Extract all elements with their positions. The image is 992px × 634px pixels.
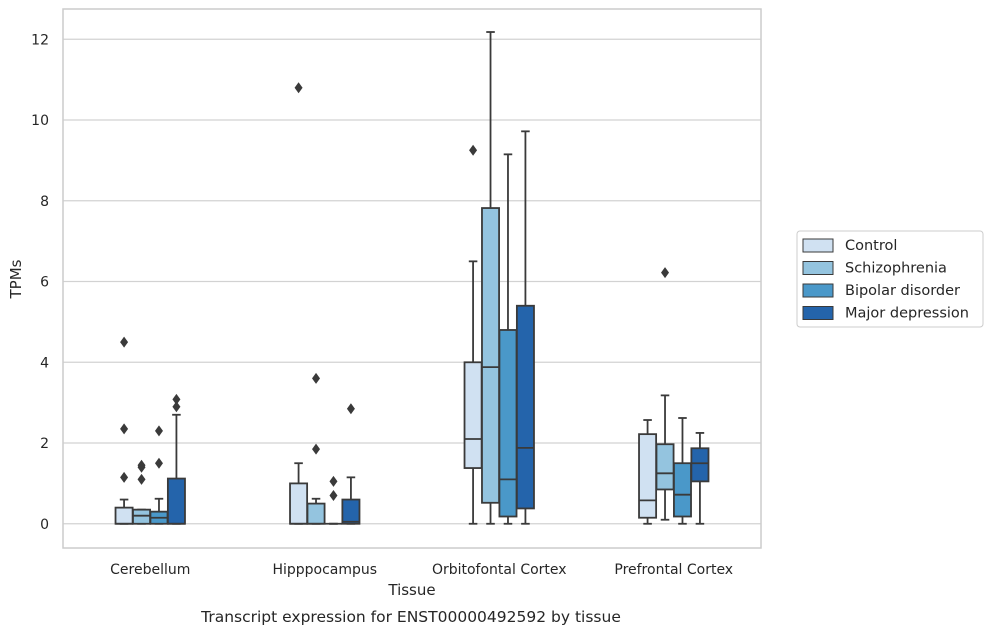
box bbox=[481, 31, 500, 525]
y-tick-label: 0 bbox=[40, 517, 49, 533]
box-body bbox=[341, 498, 361, 525]
x-tick-label: Prefrontal Cortex bbox=[614, 562, 733, 578]
box bbox=[673, 417, 692, 525]
box bbox=[655, 267, 675, 521]
box-body bbox=[289, 482, 309, 525]
box bbox=[690, 432, 710, 525]
y-tick-label: 10 bbox=[31, 113, 49, 129]
legend-item: Major depression bbox=[802, 306, 969, 322]
box bbox=[463, 144, 483, 525]
outlier-point bbox=[172, 393, 181, 405]
box bbox=[324, 475, 343, 525]
box-body bbox=[114, 506, 134, 525]
legend-swatch bbox=[802, 261, 834, 275]
y-tick-labels: 0 2 4 6 8 10 12 bbox=[31, 32, 49, 532]
box-body bbox=[166, 477, 186, 525]
legend-swatch bbox=[802, 283, 834, 298]
legend-item: Control bbox=[802, 238, 897, 254]
gridlines bbox=[63, 38, 761, 525]
outlier-point bbox=[469, 144, 478, 156]
box bbox=[341, 403, 361, 525]
x-axis-label: Tissue bbox=[387, 581, 435, 599]
x-tick-label: Orbitofontal Cortex bbox=[432, 562, 567, 578]
y-tick-label: 12 bbox=[31, 32, 49, 48]
outlier-point bbox=[329, 490, 338, 502]
box-series bbox=[114, 31, 710, 525]
plot-frame bbox=[62, 8, 762, 549]
box bbox=[638, 419, 658, 525]
x-tick-labels: Cerebellum Hipppocampus Orbitofontal Corte… bbox=[110, 562, 733, 578]
box bbox=[306, 372, 326, 525]
x-tick-label: Hipppocampus bbox=[272, 562, 377, 578]
box bbox=[289, 82, 309, 525]
legend-frame bbox=[796, 230, 984, 328]
outlier-point bbox=[120, 471, 129, 483]
outlier-point bbox=[154, 425, 163, 437]
outlier-point bbox=[137, 459, 146, 471]
box bbox=[132, 459, 151, 525]
chart-caption: Transcript expression for ENST0000049259… bbox=[200, 608, 621, 626]
series-control bbox=[114, 82, 658, 525]
box-body bbox=[638, 433, 658, 519]
legend-swatch bbox=[802, 238, 834, 253]
legend-swatch bbox=[802, 306, 834, 320]
legend: Control Schizophrenia Bipolar disorder Majo… bbox=[796, 230, 984, 328]
box-body bbox=[132, 508, 151, 525]
series-schizophrenia bbox=[132, 31, 675, 525]
outlier-point bbox=[346, 403, 355, 415]
series-major-depression bbox=[166, 130, 710, 525]
legend-label: Bipolar disorder bbox=[845, 283, 960, 299]
box-body bbox=[515, 304, 535, 510]
y-tick-label: 6 bbox=[40, 275, 49, 291]
outlier-point bbox=[312, 372, 321, 384]
legend-label: Control bbox=[845, 238, 897, 254]
box-body bbox=[463, 361, 483, 469]
series-bipolar-disorder bbox=[149, 153, 692, 525]
legend-label: Schizophrenia bbox=[845, 261, 947, 277]
outlier-point bbox=[120, 423, 129, 435]
y-axis-label: TPMs bbox=[7, 259, 25, 299]
y-tick-label: 8 bbox=[40, 194, 49, 210]
outlier-point bbox=[294, 82, 303, 94]
box-body bbox=[655, 443, 675, 491]
legend-item: Schizophrenia bbox=[802, 261, 947, 277]
box bbox=[498, 153, 518, 525]
x-tick-label: Cerebellum bbox=[110, 562, 190, 578]
box bbox=[166, 393, 186, 525]
outlier-point bbox=[661, 267, 670, 279]
box-body bbox=[673, 462, 692, 518]
y-tick-label: 2 bbox=[40, 436, 49, 452]
box bbox=[515, 130, 535, 525]
legend-item: Bipolar disorder bbox=[802, 283, 960, 299]
box-body bbox=[690, 447, 710, 483]
outlier-point bbox=[154, 457, 163, 469]
box-body bbox=[306, 502, 326, 525]
outlier-point bbox=[329, 475, 338, 487]
box bbox=[149, 425, 169, 525]
box-body bbox=[481, 207, 500, 504]
outlier-point bbox=[137, 473, 146, 485]
y-tick-label: 4 bbox=[40, 355, 49, 371]
outlier-point bbox=[120, 336, 129, 348]
outlier-point bbox=[312, 443, 321, 455]
outlier-point bbox=[172, 401, 181, 413]
box bbox=[114, 336, 134, 525]
box-body bbox=[498, 329, 518, 518]
legend-label: Major depression bbox=[845, 306, 969, 322]
